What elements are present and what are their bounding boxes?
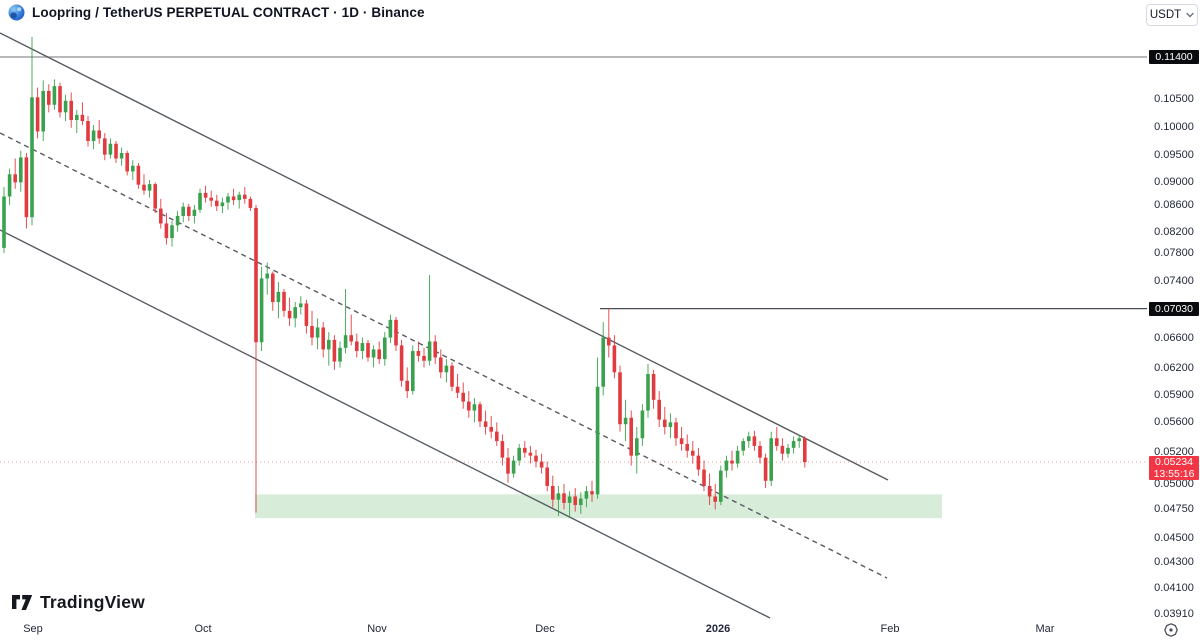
chart-canvas[interactable] xyxy=(0,0,1148,640)
time-axis-label: Sep xyxy=(23,623,43,635)
support-zone[interactable] xyxy=(255,494,942,519)
chevron-down-icon xyxy=(1186,12,1194,18)
price-axis-label: 0.08600 xyxy=(1154,199,1194,211)
time-axis-label: Feb xyxy=(880,623,900,635)
last-price-value: 0.05234 xyxy=(1155,456,1193,469)
symbol-title[interactable]: Loopring / TetherUS PERPETUAL CONTRACT ·… xyxy=(32,5,425,20)
time-axis[interactable]: Sep Oct Nov Dec 2026 Feb Mar xyxy=(0,620,1148,640)
price-axis-label: 0.05600 xyxy=(1154,416,1194,428)
symbol-header[interactable]: Loopring / TetherUS PERPETUAL CONTRACT ·… xyxy=(8,4,425,21)
price-axis-label: 0.03910 xyxy=(1154,608,1194,620)
time-axis-label: 2026 xyxy=(705,623,731,635)
channel-line-2[interactable] xyxy=(0,229,771,619)
currency-label: USDT xyxy=(1149,9,1182,21)
candles xyxy=(2,36,807,519)
price-axis-label: 0.04100 xyxy=(1154,582,1194,594)
price-axis-label: 0.04500 xyxy=(1154,532,1194,544)
price-axis-label: 0.09500 xyxy=(1154,149,1194,161)
price-axis-label: 0.06600 xyxy=(1154,332,1194,344)
price-axis-label: 0.05200 xyxy=(1154,446,1194,458)
tradingview-logo-icon xyxy=(12,594,33,610)
price-axis-label: 0.10500 xyxy=(1154,93,1194,105)
gear-icon[interactable] xyxy=(1163,622,1179,638)
tradingview-watermark[interactable]: TradingView xyxy=(12,592,145,613)
price-axis-label: 0.05900 xyxy=(1154,389,1194,401)
price-axis-label: 0.06200 xyxy=(1154,362,1194,374)
price-axis-label: 0.04750 xyxy=(1154,503,1194,515)
bar-countdown: 13:55:16 xyxy=(1153,468,1195,481)
price-level-badge: 0.11400 xyxy=(1149,50,1199,64)
time-axis-label: Nov xyxy=(367,623,387,635)
price-axis-label: 0.09000 xyxy=(1154,176,1194,188)
price-axis[interactable]: 0.10500 0.10000 0.09500 0.09000 0.08600 0.082… xyxy=(1148,0,1200,640)
price-axis-label: 0.10000 xyxy=(1154,121,1194,133)
price-axis-label: 0.07800 xyxy=(1154,247,1194,259)
currency-dropdown[interactable]: USDT xyxy=(1146,4,1198,26)
price-level-badge: 0.07030 xyxy=(1149,302,1199,316)
price-axis-label: 0.07400 xyxy=(1154,275,1194,287)
channel-line-1[interactable] xyxy=(0,132,888,579)
price-axis-label: 0.08200 xyxy=(1154,226,1194,238)
time-axis-label: Mar xyxy=(1035,623,1055,635)
loopring-logo-icon xyxy=(8,4,25,21)
time-axis-label: Oct xyxy=(194,623,212,635)
watermark-label: TradingView xyxy=(40,592,145,612)
price-axis-label: 0.05000 xyxy=(1154,478,1194,490)
last-price-badge: 0.05234 13:55:16 xyxy=(1149,456,1199,481)
time-axis-label: Dec xyxy=(535,623,555,635)
price-axis-label: 0.04300 xyxy=(1154,556,1194,568)
channel-line-0[interactable] xyxy=(0,32,889,481)
